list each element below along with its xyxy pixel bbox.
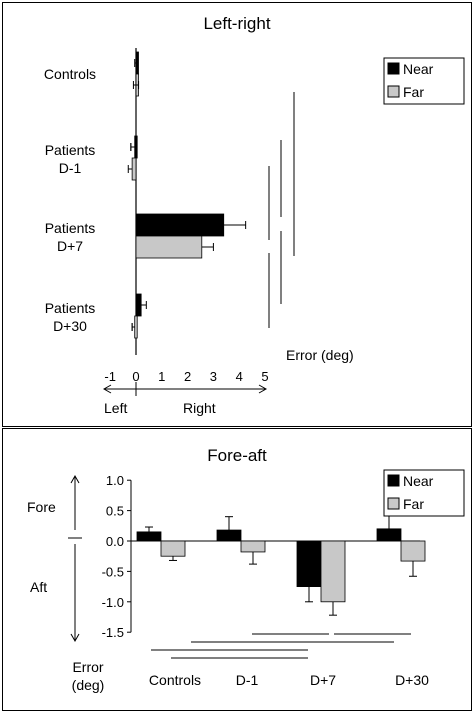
legend-near-label: Near	[403, 473, 434, 489]
category-label-3: D+30	[395, 672, 429, 688]
fore-aft-direction-indicator: Fore Aft	[27, 474, 82, 643]
fore-direction-label: Fore	[27, 499, 56, 515]
bar-near-2	[296, 540, 322, 587]
left-right-category-labels: Controls Patients D-1 Patients D+7 Patients D+…	[44, 66, 96, 334]
error-bar-far-1	[127, 165, 133, 173]
x-tick-label-4: 3	[210, 369, 217, 384]
error-bar-near-1	[130, 143, 135, 151]
legend-far-swatch	[387, 85, 400, 98]
left-right-legend: Near Far	[383, 57, 465, 105]
fore-aft-category-labels: Controls D-1 D+7 D+30	[149, 672, 429, 688]
y-tick-label-2: 0.0	[106, 534, 124, 549]
fore-aft-bars	[136, 514, 426, 616]
y-tick-label-0: 1.0	[106, 473, 124, 488]
left-right-title: Left-right	[203, 14, 270, 33]
error-bar-near-0	[145, 526, 153, 532]
bar-far-0	[160, 540, 186, 557]
bar-far-2	[320, 540, 346, 603]
error-bar-near-3	[141, 301, 147, 309]
error-bar-near-2	[223, 221, 247, 229]
left-right-chart: Left-right Controls Patients D-1 Patients D+…	[44, 14, 465, 416]
bar-far-2	[135, 235, 203, 259]
y-tick-label-1: 0.5	[106, 504, 124, 519]
error-bar-near-1	[225, 516, 233, 531]
bar-near-0	[136, 531, 162, 542]
bar-far-3	[400, 540, 426, 562]
bar-near-1	[216, 529, 242, 542]
left-right-panel-frame	[2, 2, 472, 427]
legend-far-swatch	[387, 497, 400, 510]
error-bar-near-0	[134, 59, 138, 67]
error-bar-far-3	[131, 323, 135, 331]
bar-near-1	[134, 135, 138, 159]
x-tick-label-2: 1	[158, 369, 165, 384]
legend-near-swatch	[387, 62, 400, 75]
error-bar-far-0	[169, 556, 177, 561]
category-label-2: Patients D+7	[45, 220, 96, 254]
legend-near-label: Near	[403, 61, 434, 77]
legend-far-label: Far	[403, 496, 424, 512]
error-bar-near-2	[305, 586, 313, 603]
left-direction-label: Left	[104, 400, 127, 416]
error-bar-far-0	[132, 81, 140, 89]
x-tick-label-3: 2	[184, 369, 191, 384]
fore-aft-significance-lines	[151, 633, 411, 659]
bar-far-3	[134, 315, 138, 339]
legend-near-swatch	[387, 474, 400, 487]
fore-aft-chart: Fore-aft 1.0 0.5 0.0 -0.5 -1.0 -1.5 Controls D…	[27, 446, 465, 693]
category-label-1: Patients D-1	[45, 142, 96, 176]
x-tick-label-0: -1	[104, 369, 116, 384]
fore-aft-y-axis-label-line-1: Error	[72, 659, 103, 675]
bar-near-2	[135, 213, 225, 237]
fore-aft-legend: Near Far	[383, 469, 465, 517]
bar-far-1	[240, 540, 266, 553]
x-tick-label-1: 0	[132, 369, 139, 384]
category-label-0: Controls	[44, 66, 96, 82]
bar-near-3	[376, 528, 402, 542]
category-label-1: D-1	[236, 672, 259, 688]
x-tick-label-5: 4	[236, 369, 243, 384]
right-direction-label: Right	[183, 400, 216, 416]
x-tick-label-6: 5	[261, 369, 268, 384]
bar-far-1	[131, 157, 137, 181]
category-label-3: Patients D+30	[45, 300, 96, 334]
y-tick-label-3: -0.5	[102, 564, 124, 579]
y-tick-label-4: -1.0	[102, 595, 124, 610]
left-right-x-axis: -1 0 1 2 3 4 5	[104, 369, 268, 384]
fore-aft-title: Fore-aft	[207, 446, 267, 465]
left-right-x-axis-label: Error (deg)	[286, 347, 354, 363]
category-label-0: Controls	[149, 672, 201, 688]
error-bar-far-2	[201, 243, 214, 251]
category-label-2: D+7	[310, 672, 336, 688]
legend-far-label: Far	[403, 84, 424, 100]
error-bar-far-1	[249, 551, 257, 565]
y-tick-label-5: -1.5	[102, 625, 124, 640]
fore-aft-y-axis-label-line-2: (deg)	[72, 677, 105, 693]
error-bar-near-3	[385, 514, 393, 529]
left-right-bars	[127, 48, 247, 355]
left-right-direction-indicator: Left Right	[102, 382, 268, 416]
aft-direction-label: Aft	[30, 579, 47, 595]
error-bar-far-2	[329, 601, 337, 616]
bar-near-3	[135, 293, 142, 317]
fore-aft-panel-frame	[2, 428, 472, 711]
left-right-significance-lines	[268, 92, 295, 328]
fore-aft-y-axis: 1.0 0.5 0.0 -0.5 -1.0 -1.5	[102, 473, 420, 640]
error-bar-far-3	[409, 561, 417, 577]
